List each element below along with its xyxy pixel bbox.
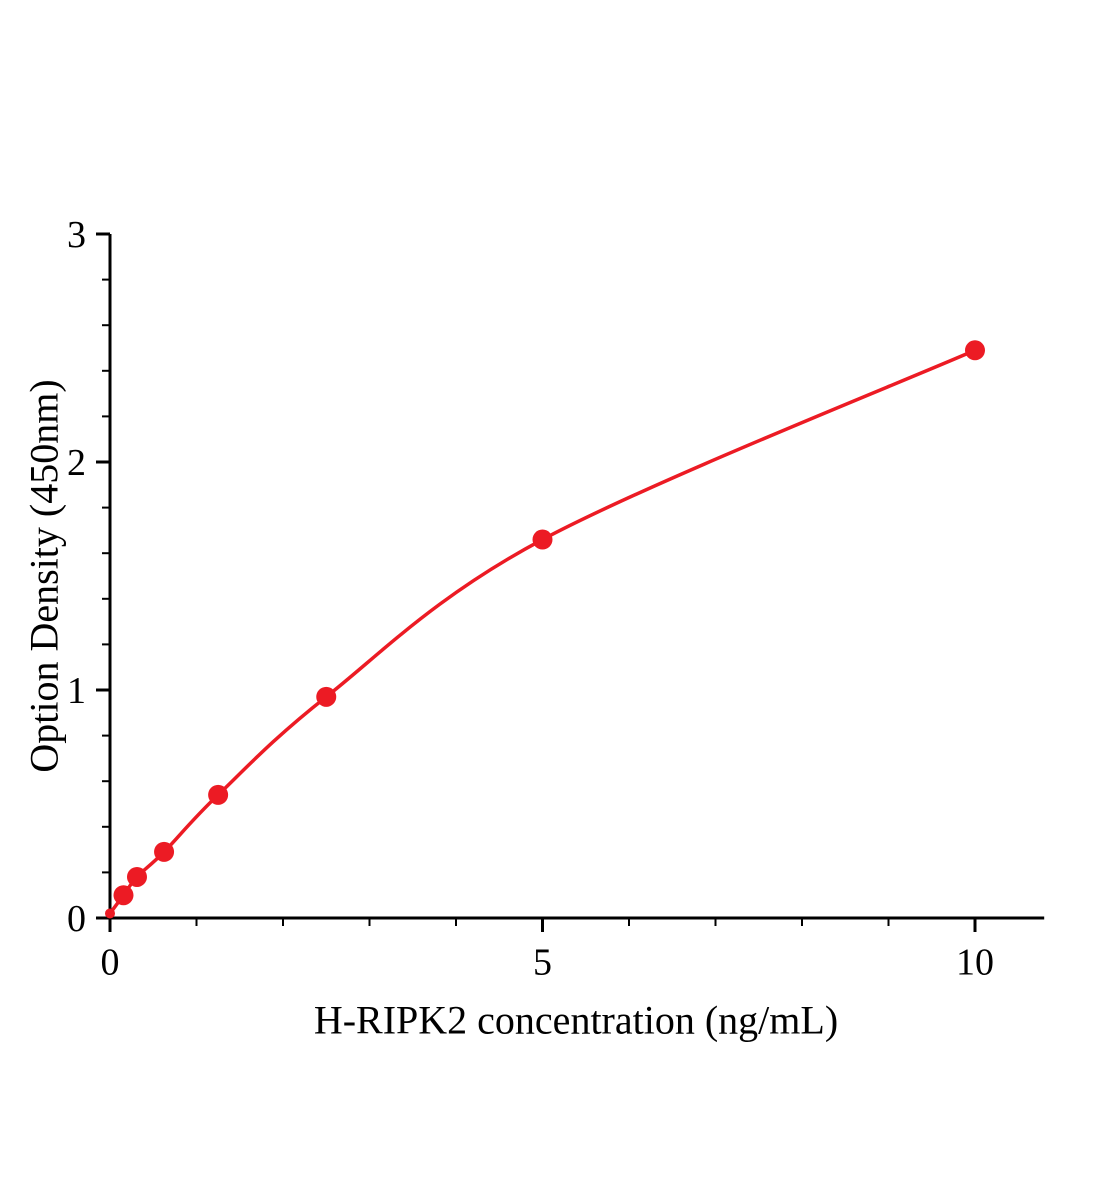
data-point-marker: [532, 529, 553, 550]
y-tick-label: 0: [67, 898, 86, 940]
x-tick-label: 10: [956, 941, 994, 983]
data-point-marker: [154, 841, 175, 862]
data-point-marker: [105, 908, 115, 919]
y-tick-label: 1: [67, 670, 86, 712]
x-axis-title: H-RIPK2 concentration (ng/mL): [313, 997, 839, 1043]
data-point-marker: [113, 885, 134, 906]
data-point-marker: [208, 784, 229, 805]
data-point-marker: [126, 866, 147, 887]
y-axis-title: Option Density (450nm): [21, 379, 67, 773]
data-point-marker: [965, 340, 985, 361]
standard-curve-path: [108, 348, 977, 916]
x-tick-label: 5: [533, 941, 552, 983]
y-tick-label: 2: [67, 442, 86, 484]
data-point-marker: [316, 686, 337, 707]
x-tick-label: 0: [101, 941, 120, 983]
y-tick-label: 3: [67, 214, 86, 256]
